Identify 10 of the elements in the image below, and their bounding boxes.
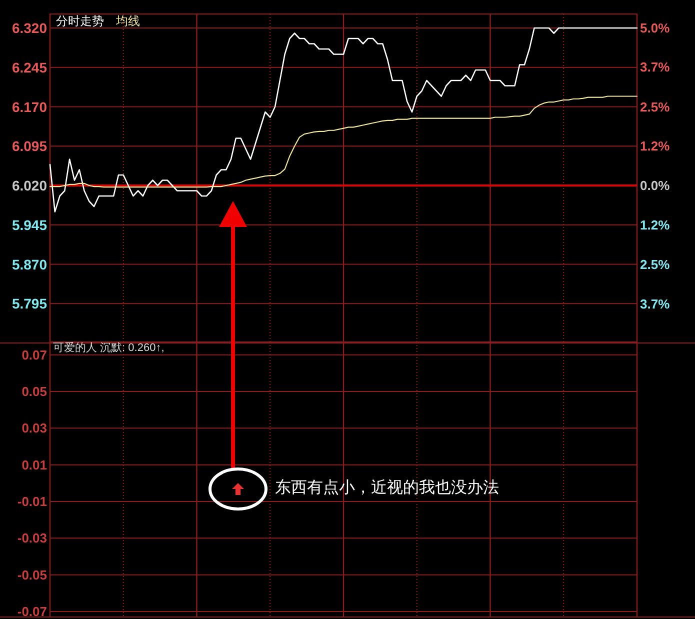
chart-title: 可爱的人 沉默: 0.260↑, — [53, 341, 164, 354]
text: 3.7% — [640, 296, 670, 312]
text: 1.2% — [640, 138, 670, 154]
text: 0.0% — [640, 178, 670, 193]
text: 1.2% — [640, 218, 670, 233]
text: 2.5% — [640, 256, 670, 272]
legend: 分时走势 均线 — [56, 14, 140, 28]
text: 5.0% — [640, 20, 670, 36]
text: 3.7% — [640, 60, 670, 75]
text: 2.5% — [640, 99, 670, 114]
